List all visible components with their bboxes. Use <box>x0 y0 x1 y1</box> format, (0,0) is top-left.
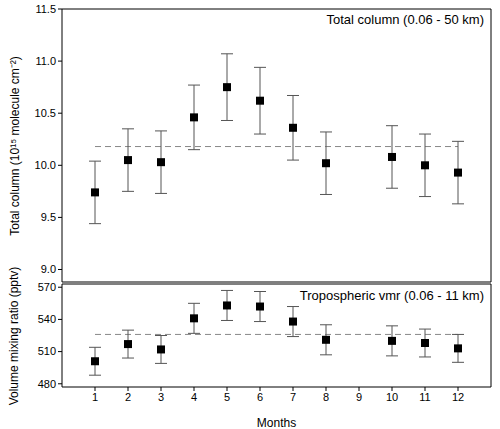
html-text:Volume mixing ratio (pptv): Volume mixing ratio (pptv) <box>7 266 21 405</box>
svg-text:8: 8 <box>323 391 329 403</box>
svg-text:540: 540 <box>38 313 56 325</box>
svg-text:11.0: 11.0 <box>35 55 56 67</box>
svg-text:4: 4 <box>191 391 197 403</box>
svg-text:12: 12 <box>452 391 464 403</box>
svg-text:10.0: 10.0 <box>35 159 56 171</box>
svg-text:11.5: 11.5 <box>35 3 56 15</box>
svg-text:10: 10 <box>386 391 398 403</box>
svg-text:510: 510 <box>38 345 56 357</box>
svg-text:9.0: 9.0 <box>41 263 56 275</box>
html-text:Tropospheric vmr (0.06 - 11 km: Tropospheric vmr (0.06 - 11 km) <box>299 288 484 303</box>
svg-text:1: 1 <box>92 391 98 403</box>
svg-text:Months: Months <box>257 416 296 429</box>
svg-text:9: 9 <box>356 391 362 403</box>
html-text:Total column (10¹⁵ molecule cm: Total column (10¹⁵ molecule cm⁻²) <box>7 55 22 236</box>
svg-text:2: 2 <box>125 391 131 403</box>
svg-text:5: 5 <box>224 391 230 403</box>
svg-text:7: 7 <box>290 391 296 403</box>
svg-text:570: 570 <box>38 283 56 293</box>
svg-text:9.5: 9.5 <box>41 211 56 223</box>
svg-text:6: 6 <box>257 391 263 403</box>
svg-text:10.5: 10.5 <box>35 107 56 119</box>
html-text:Total column (0.06 - 50 km): Total column (0.06 - 50 km) <box>326 12 484 27</box>
svg-text:3: 3 <box>158 391 164 403</box>
svg-text:11: 11 <box>419 391 430 403</box>
svg-text:480: 480 <box>38 378 56 390</box>
